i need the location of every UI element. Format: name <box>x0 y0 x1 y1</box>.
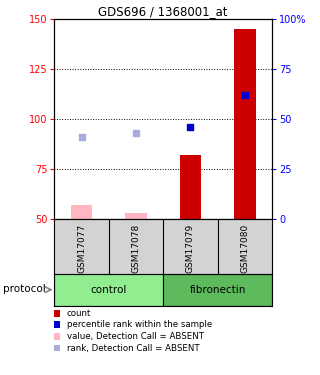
Point <box>133 130 139 136</box>
Bar <box>71 206 92 219</box>
Bar <box>54 274 163 306</box>
Text: rank, Detection Call = ABSENT: rank, Detection Call = ABSENT <box>67 344 199 352</box>
Bar <box>163 274 272 306</box>
Text: fibronectin: fibronectin <box>189 285 246 295</box>
Text: control: control <box>91 285 127 295</box>
Text: GSM17079: GSM17079 <box>186 224 195 273</box>
Text: value, Detection Call = ABSENT: value, Detection Call = ABSENT <box>67 332 204 341</box>
Bar <box>125 213 147 219</box>
Text: GSM17077: GSM17077 <box>77 224 86 273</box>
Text: GSM17078: GSM17078 <box>132 224 140 273</box>
Bar <box>180 155 201 219</box>
Text: protocol: protocol <box>3 285 46 294</box>
Bar <box>234 29 256 219</box>
Text: GSM17080: GSM17080 <box>240 224 249 273</box>
Title: GDS696 / 1368001_at: GDS696 / 1368001_at <box>99 4 228 18</box>
Point <box>188 124 193 130</box>
Text: count: count <box>67 309 91 318</box>
Point <box>79 134 84 140</box>
Point <box>242 92 247 98</box>
Text: percentile rank within the sample: percentile rank within the sample <box>67 320 212 329</box>
